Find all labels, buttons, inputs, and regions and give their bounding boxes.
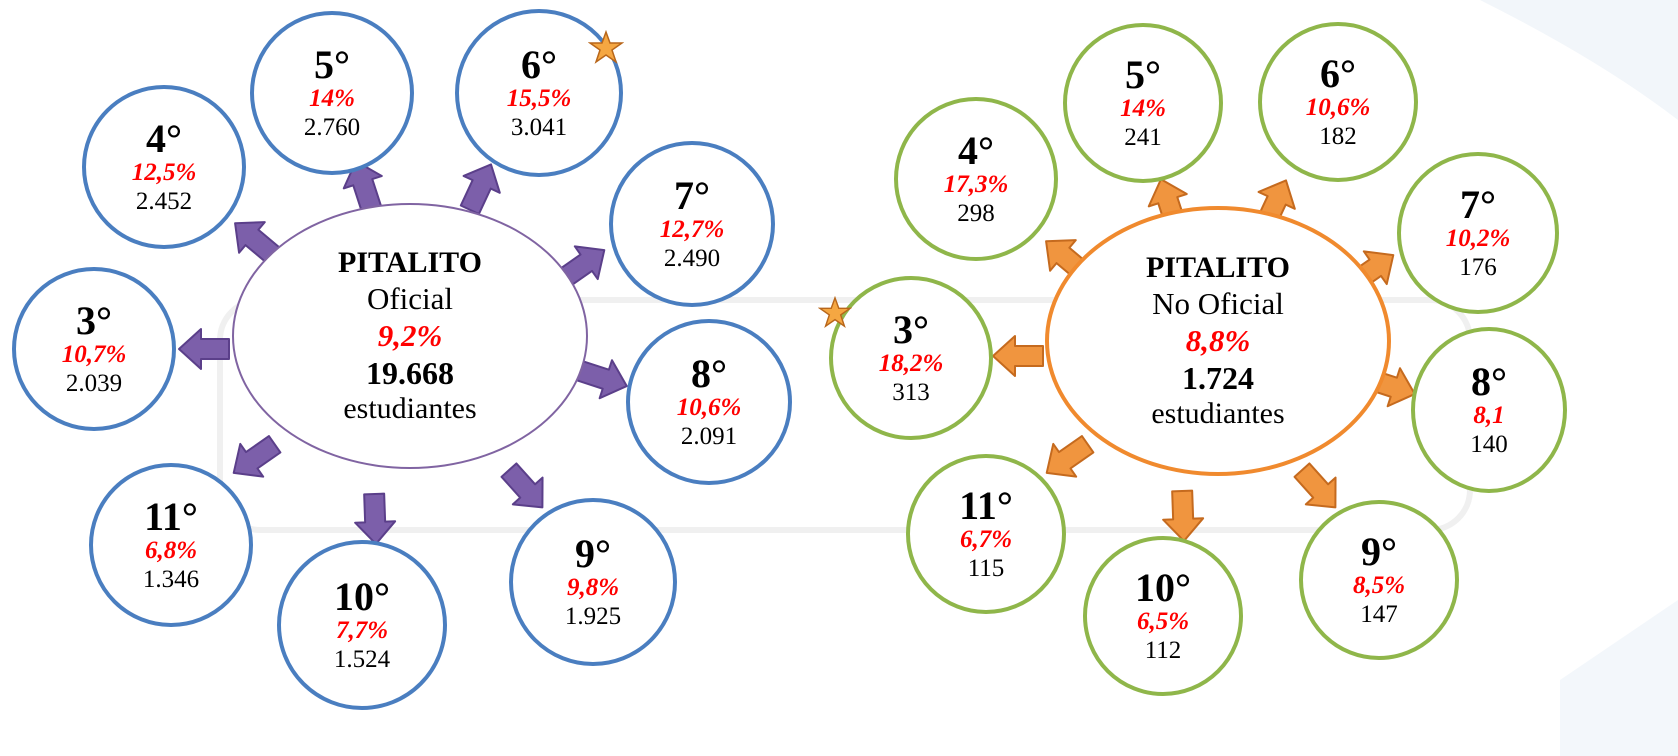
grade-count: 1.524 xyxy=(333,645,391,673)
grade-count: 1.346 xyxy=(142,565,200,593)
grade-label: 11° xyxy=(144,493,198,539)
grade-percent: 14% xyxy=(309,84,355,112)
grade-circle-11: 11° 6,8% 1.346 xyxy=(89,463,253,627)
grade-label: 7° xyxy=(1460,181,1496,227)
grade-count: 3.041 xyxy=(510,113,568,141)
grade-label: 9° xyxy=(1361,528,1397,574)
grade-label: 7° xyxy=(674,172,710,218)
center-type: No Oficial xyxy=(1152,286,1284,322)
center-total: 1.724 xyxy=(1182,359,1254,396)
center-total: 19.668 xyxy=(366,354,454,391)
grade-count: 115 xyxy=(967,554,1005,582)
grade-circle-7: 7° 12,7% 2.490 xyxy=(609,141,775,307)
grade-circle-6: 6° 10,6% 182 xyxy=(1258,22,1418,182)
grade-count: 241 xyxy=(1124,123,1162,151)
grade-label: 10° xyxy=(334,573,390,619)
grade-percent: 14% xyxy=(1120,94,1166,122)
grade-label: 3° xyxy=(76,297,112,343)
center-title: PITALITO xyxy=(1146,251,1290,285)
grade-label: 5° xyxy=(1125,51,1161,97)
center-unit: estudiantes xyxy=(1151,397,1285,431)
grade-circle-4: 4° 12,5% 2.452 xyxy=(82,85,246,249)
arrow-to-11 xyxy=(232,435,282,478)
arrow-to-3 xyxy=(992,335,1044,377)
grade-count: 1.925 xyxy=(564,602,622,630)
grade-label: 10° xyxy=(1135,564,1191,610)
grade-percent: 9,8% xyxy=(566,573,620,601)
grade-count: 140 xyxy=(1470,430,1508,458)
grade-circle-11: 11° 6,7% 115 xyxy=(906,454,1066,614)
grade-percent: 10,2% xyxy=(1445,224,1511,252)
grade-percent: 8,1 xyxy=(1473,401,1505,429)
grade-label: 4° xyxy=(958,127,994,173)
grade-circle-8: 8° 10,6% 2.091 xyxy=(626,319,792,485)
grade-count: 2.039 xyxy=(65,369,123,397)
grade-count: 2.091 xyxy=(680,422,738,450)
grade-label: 9° xyxy=(575,530,611,576)
grade-circle-9: 9° 9,8% 1.925 xyxy=(509,498,677,666)
arrow-to-9 xyxy=(500,462,544,509)
grade-count: 176 xyxy=(1459,253,1497,281)
center-percent: 9,2% xyxy=(377,317,443,353)
grade-count: 2.760 xyxy=(303,113,361,141)
grade-count: 2.452 xyxy=(135,187,193,215)
grade-percent: 15,5% xyxy=(506,84,572,112)
grade-circle-7: 7° 10,2% 176 xyxy=(1397,152,1559,314)
center-title: PITALITO xyxy=(338,246,482,280)
grade-percent: 6,5% xyxy=(1136,607,1190,635)
grade-percent: 10,7% xyxy=(61,340,127,368)
grade-circle-8: 8° 8,1 140 xyxy=(1411,327,1567,493)
grade-count: 147 xyxy=(1360,600,1398,628)
grade-label: 6° xyxy=(1320,50,1356,96)
star-icon xyxy=(588,30,624,64)
grade-percent: 6,7% xyxy=(959,525,1013,553)
grade-label: 4° xyxy=(146,115,182,161)
center-circle-oficial: PITALITO Oficial 9,2% 19.668 estudiantes xyxy=(232,203,588,469)
grade-label: 6° xyxy=(521,41,557,87)
center-unit: estudiantes xyxy=(343,392,477,426)
grade-count: 112 xyxy=(1144,636,1182,664)
arrow-to-6 xyxy=(459,163,501,215)
center-type: Oficial xyxy=(366,281,454,317)
arrow-to-4 xyxy=(234,221,281,265)
grade-percent: 6,8% xyxy=(144,536,198,564)
grade-count: 298 xyxy=(957,199,995,227)
grade-percent: 8,5% xyxy=(1352,571,1406,599)
grade-percent: 7,7% xyxy=(335,616,389,644)
arrow-to-9 xyxy=(1293,462,1337,509)
grade-percent: 12,5% xyxy=(131,158,197,186)
grade-circle-5: 5° 14% 2.760 xyxy=(250,11,414,175)
grade-label: 8° xyxy=(1471,358,1507,404)
grade-circle-3: 3° 18,2% 313 xyxy=(829,276,993,440)
grade-percent: 10,6% xyxy=(1305,93,1371,121)
grade-circle-5: 5° 14% 241 xyxy=(1063,23,1223,183)
arrow-to-8 xyxy=(575,359,628,400)
grade-label: 11° xyxy=(959,482,1013,528)
arrow-to-3 xyxy=(178,328,230,370)
grade-percent: 17,3% xyxy=(943,170,1009,198)
star-icon xyxy=(818,296,852,329)
grade-circle-9: 9° 8,5% 147 xyxy=(1299,500,1459,660)
arrow-to-10 xyxy=(354,492,397,545)
grade-circle-10: 10° 6,5% 112 xyxy=(1083,536,1243,696)
grade-count: 182 xyxy=(1319,122,1357,150)
center-circle-no-oficial: PITALITO No Oficial 8,8% 1.724 estudiant… xyxy=(1045,206,1391,476)
grade-circle-10: 10° 7,7% 1.524 xyxy=(277,540,447,710)
grade-percent: 18,2% xyxy=(878,349,944,377)
center-percent: 8,8% xyxy=(1185,322,1251,358)
grade-label: 3° xyxy=(893,306,929,352)
arrow-to-5 xyxy=(342,160,383,213)
grade-label: 8° xyxy=(691,350,727,396)
grade-circle-3: 3° 10,7% 2.039 xyxy=(12,267,176,431)
grade-circle-6: 6° 15,5% 3.041 xyxy=(455,9,623,177)
grade-percent: 10,6% xyxy=(676,393,742,421)
arrow-to-10 xyxy=(1162,489,1205,542)
grade-percent: 12,7% xyxy=(659,215,725,243)
grade-label: 5° xyxy=(314,41,350,87)
grade-count: 2.490 xyxy=(663,244,721,272)
grade-circle-4: 4° 17,3% 298 xyxy=(894,97,1058,261)
grade-count: 313 xyxy=(892,378,930,406)
arrow-to-11 xyxy=(1045,435,1095,478)
